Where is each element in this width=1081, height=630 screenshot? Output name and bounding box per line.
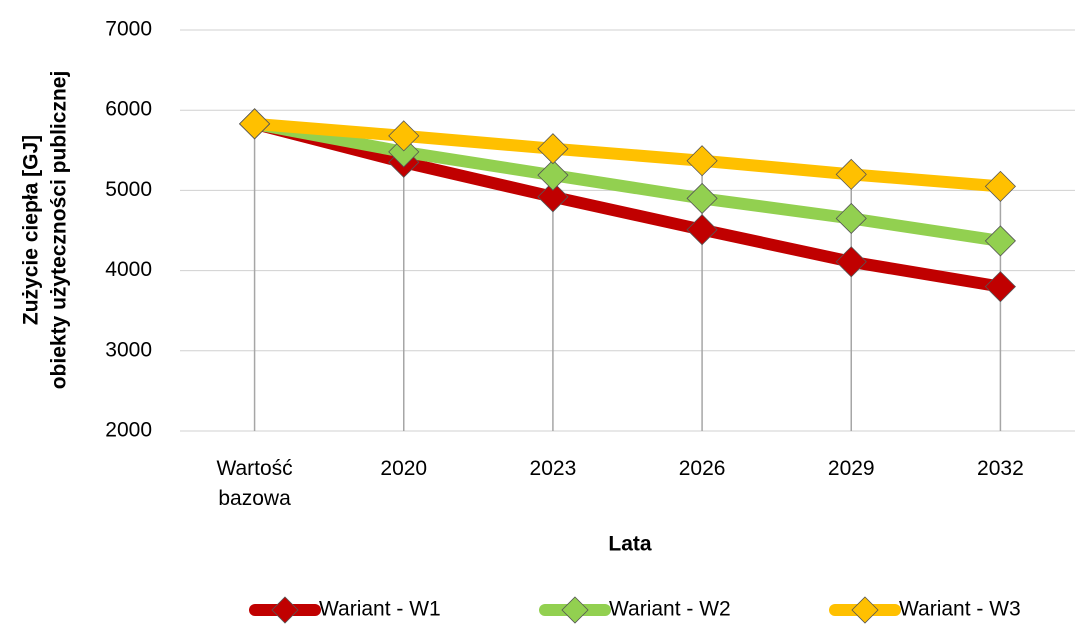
marker: [984, 271, 1016, 303]
y-tick-label: 7000: [105, 18, 152, 41]
legend-marker: [271, 596, 299, 624]
legend-marker: [851, 596, 879, 624]
x-tick-label: 2032: [977, 457, 1024, 480]
series-line: [254, 117, 1001, 193]
marker: [835, 158, 867, 190]
x-axis-label: Lata: [608, 533, 652, 556]
legend-label: Wariant - W1: [319, 598, 441, 621]
marker: [984, 170, 1016, 202]
marker: [686, 182, 718, 214]
y-tick-label: 6000: [105, 98, 152, 121]
x-tick-label: 2023: [529, 457, 577, 480]
marker: [984, 225, 1016, 257]
marker: [835, 202, 867, 235]
marker: [835, 246, 867, 278]
marker: [686, 145, 718, 177]
series-line: [253, 118, 1002, 293]
marker: [686, 214, 718, 246]
legend-marker: [561, 596, 589, 624]
y-axis-label: obiekty użyteczności publicznej: [48, 71, 71, 390]
legend-label: Wariant - W2: [609, 598, 731, 621]
marker: [239, 108, 271, 140]
marker: [537, 181, 569, 213]
legend-label: Wariant - W3: [899, 598, 1021, 621]
y-tick-label: 3000: [105, 338, 152, 361]
y-tick-label: 5000: [105, 178, 152, 201]
marker: [537, 133, 569, 165]
y-tick-label: 2000: [105, 419, 152, 442]
y-axis-label: Zużycie ciepła [GJ]: [20, 135, 43, 325]
x-tick-label: Wartość bazowa: [216, 457, 293, 510]
x-tick-label: 2020: [380, 457, 428, 480]
series-line: [253, 117, 1002, 247]
x-tick-label: 2026: [678, 457, 726, 480]
marker: [388, 120, 420, 152]
marker: [388, 136, 420, 168]
x-tick-label: 2029: [827, 457, 875, 480]
marker: [537, 159, 569, 191]
y-tick-label: 4000: [105, 258, 152, 281]
